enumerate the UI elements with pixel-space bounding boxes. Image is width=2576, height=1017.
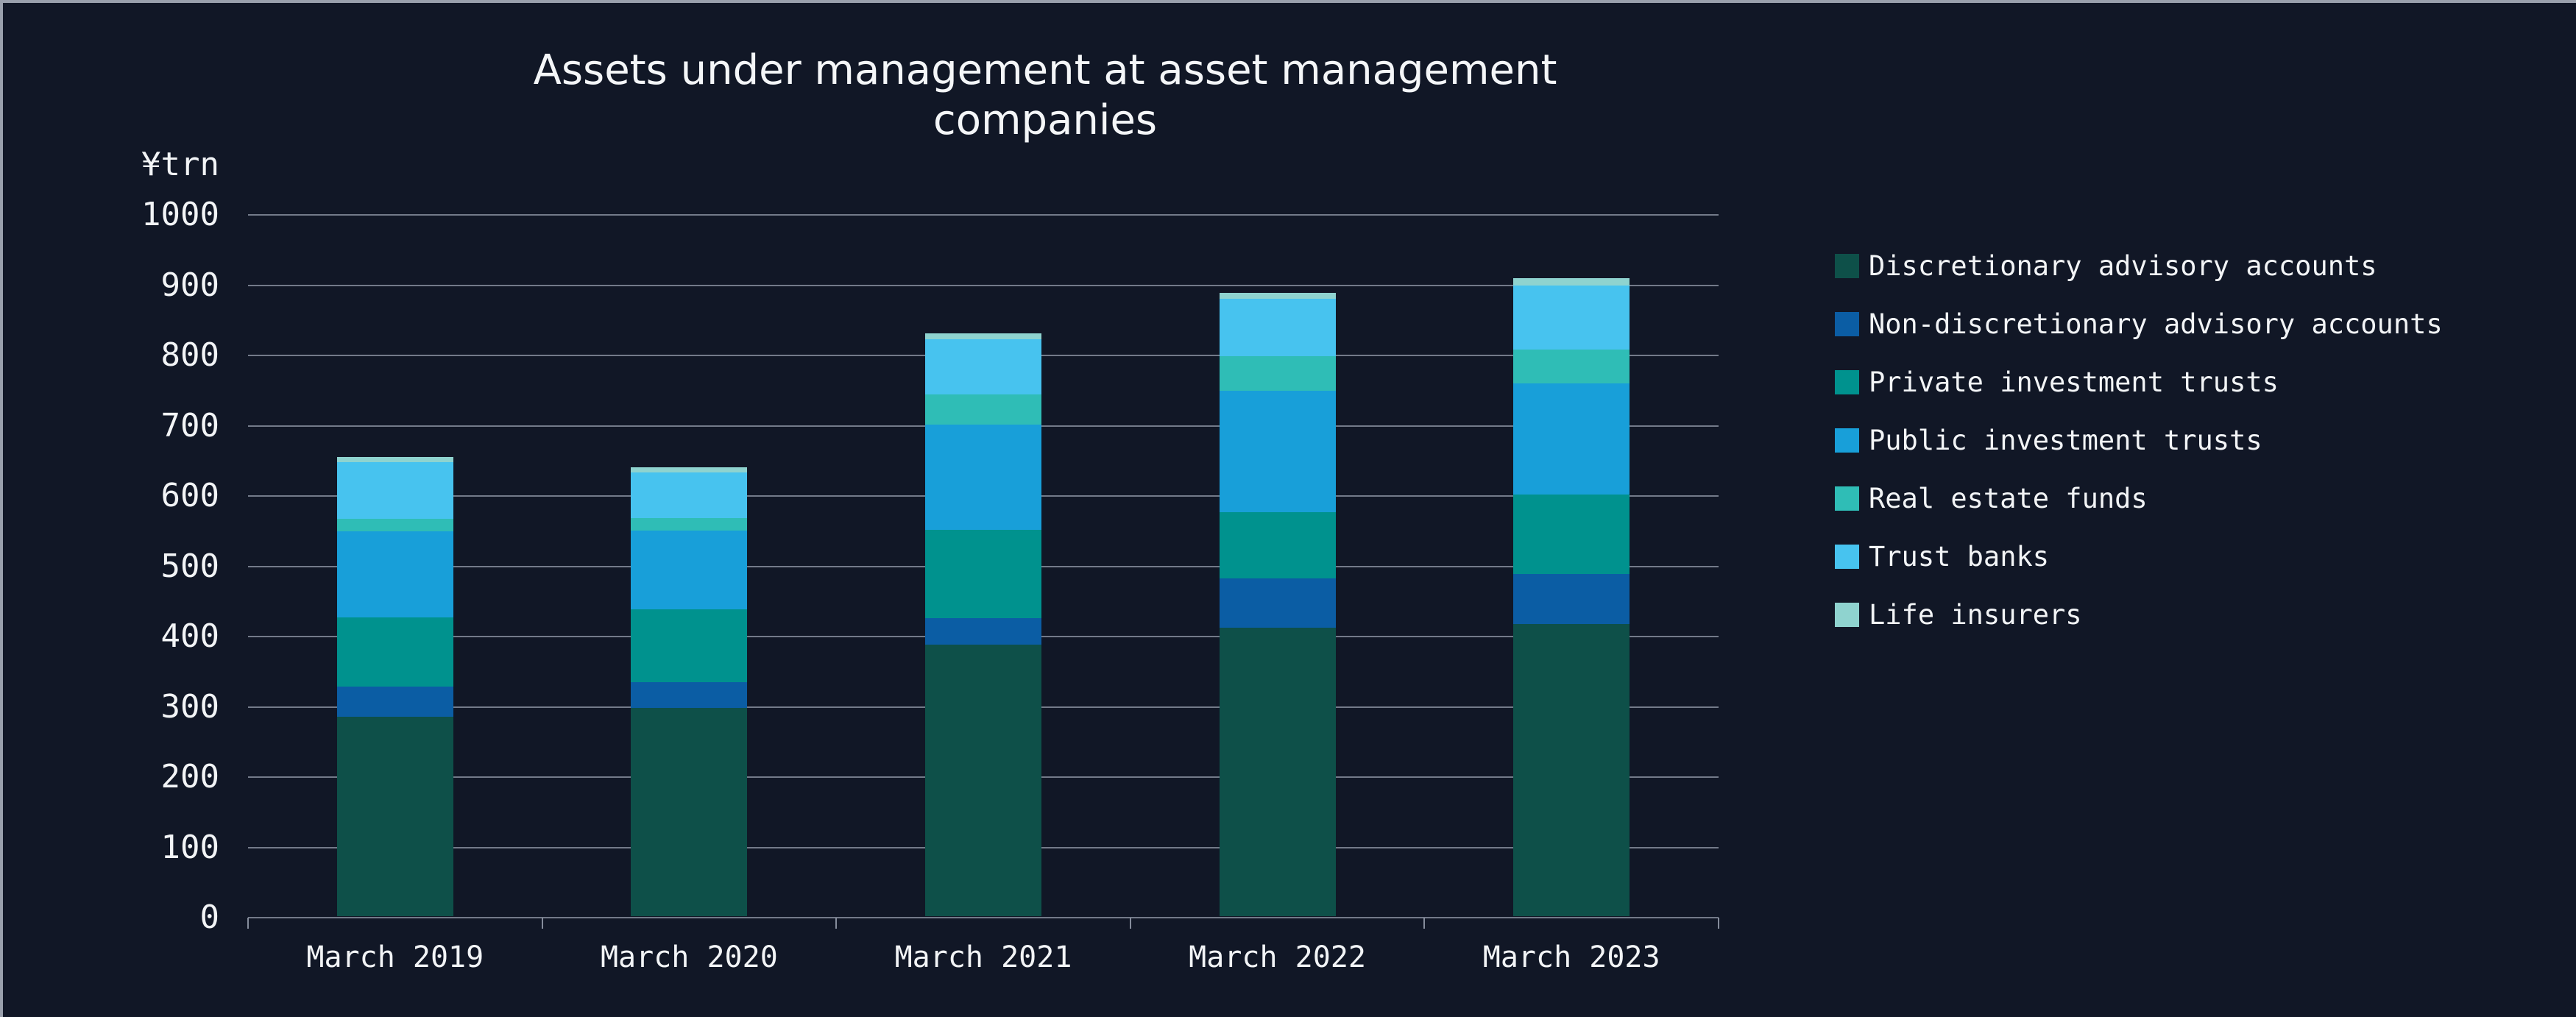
y-tick-label-500: 500 — [160, 547, 219, 585]
bar-segment-private-investment-trusts — [631, 609, 748, 682]
x-tick-label-march-2020: March 2020 — [600, 940, 778, 974]
bar-segment-trust-banks — [336, 462, 453, 520]
legend-label: Private investment trusts — [1869, 366, 2279, 398]
legend-item-real-estate-funds: Real estate funds — [1835, 482, 2443, 514]
bar-march-2019 — [336, 213, 453, 916]
x-axis-tick — [541, 918, 543, 929]
bar-segment-non-discretionary-advisory-accounts — [1219, 578, 1336, 628]
y-tick-label-0: 0 — [199, 899, 220, 936]
legend-label: Public investment trusts — [1869, 424, 2262, 456]
x-tick-label-march-2022: March 2022 — [1189, 940, 1366, 974]
bar-segment-trust-banks — [1513, 286, 1630, 350]
frame-top-border — [0, 0, 2576, 3]
bar-segment-real-estate-funds — [631, 518, 748, 531]
legend-swatch — [1835, 544, 1859, 569]
x-axis-tick — [247, 918, 249, 929]
bar-segment-discretionary-advisory-accounts — [1513, 623, 1630, 916]
gridline-0 — [248, 917, 1719, 918]
legend: Discretionary advisory accounts Non-discr… — [1835, 250, 2443, 631]
y-tick-label-700: 700 — [160, 406, 219, 444]
bar-segment-public-investment-trusts — [1219, 390, 1336, 512]
bar-segment-discretionary-advisory-accounts — [925, 645, 1041, 916]
bar-segment-public-investment-trusts — [1513, 383, 1630, 495]
plot-area — [247, 213, 1719, 929]
legend-swatch — [1835, 428, 1859, 453]
y-tick-label-900: 900 — [160, 266, 219, 304]
x-axis-tick — [835, 918, 838, 929]
bar-segment-non-discretionary-advisory-accounts — [631, 682, 748, 709]
bar-segment-discretionary-advisory-accounts — [336, 716, 453, 916]
bar-segment-non-discretionary-advisory-accounts — [336, 686, 453, 717]
chart-title: Assets under management at asset managem… — [533, 46, 1557, 145]
legend-item-discretionary-advisory-accounts: Discretionary advisory accounts — [1835, 250, 2443, 282]
bar-segment-non-discretionary-advisory-accounts — [1513, 573, 1630, 624]
legend-swatch — [1835, 253, 1859, 278]
bar-segment-private-investment-trusts — [1219, 511, 1336, 578]
y-tick-label-600: 600 — [160, 477, 219, 514]
bar-segment-life-insurers — [1513, 277, 1630, 286]
legend-item-public-investment-trusts: Public investment trusts — [1835, 424, 2443, 456]
x-axis-tick — [1718, 918, 1719, 929]
bar-segment-real-estate-funds — [1219, 355, 1336, 391]
legend-label: Life insurers — [1869, 598, 2082, 631]
legend-swatch — [1835, 369, 1859, 394]
bar-march-2021 — [925, 213, 1041, 916]
bar-segment-life-insurers — [925, 333, 1041, 339]
x-tick-label-march-2023: March 2023 — [1482, 940, 1660, 974]
bar-segment-discretionary-advisory-accounts — [631, 708, 748, 916]
bar-segment-real-estate-funds — [1513, 350, 1630, 384]
bar-segment-life-insurers — [336, 457, 453, 463]
legend-label: Discretionary advisory accounts — [1869, 249, 2377, 282]
bar-segment-trust-banks — [925, 339, 1041, 395]
legend-swatch — [1835, 602, 1859, 627]
bar-segment-life-insurers — [631, 467, 748, 473]
legend-item-private-investment-trusts: Private investment trusts — [1835, 366, 2443, 398]
bar-segment-real-estate-funds — [336, 519, 453, 531]
bar-segment-trust-banks — [631, 472, 748, 519]
gridline-1000 — [248, 214, 1719, 216]
x-axis-tick — [1423, 918, 1426, 929]
y-tick-label-800: 800 — [160, 336, 219, 374]
y-tick-label-200: 200 — [160, 758, 219, 795]
legend-item-life-insurers: Life insurers — [1835, 599, 2443, 631]
bar-segment-private-investment-trusts — [1513, 495, 1630, 574]
x-tick-label-march-2021: March 2021 — [894, 940, 1072, 974]
legend-label: Non-discretionary advisory accounts — [1869, 308, 2443, 340]
bar-segment-public-investment-trusts — [631, 530, 748, 609]
y-axis-unit-label: ¥trn — [141, 146, 219, 183]
legend-item-non-discretionary-advisory-accounts: Non-discretionary advisory accounts — [1835, 308, 2443, 340]
legend-swatch — [1835, 311, 1859, 336]
legend-item-trust-banks: Trust banks — [1835, 541, 2443, 573]
x-tick-label-march-2019: March 2019 — [306, 940, 484, 974]
legend-label: Real estate funds — [1869, 482, 2148, 514]
frame-left-border — [0, 0, 3, 1017]
bar-segment-life-insurers — [1219, 292, 1336, 299]
legend-swatch — [1835, 486, 1859, 511]
bar-segment-private-investment-trusts — [336, 617, 453, 687]
legend-label: Trust banks — [1869, 540, 2050, 573]
bar-segment-real-estate-funds — [925, 394, 1041, 425]
bar-segment-public-investment-trusts — [925, 424, 1041, 530]
bar-segment-trust-banks — [1219, 298, 1336, 356]
bar-segment-private-investment-trusts — [925, 529, 1041, 619]
bar-march-2023 — [1513, 213, 1630, 916]
bar-march-2020 — [631, 213, 748, 916]
y-tick-label-100: 100 — [160, 828, 219, 866]
y-tick-label-400: 400 — [160, 617, 219, 655]
x-axis-tick — [1129, 918, 1131, 929]
bar-segment-public-investment-trusts — [336, 531, 453, 618]
bar-segment-non-discretionary-advisory-accounts — [925, 618, 1041, 645]
bar-segment-discretionary-advisory-accounts — [1219, 628, 1336, 916]
gridline-900 — [248, 284, 1719, 286]
y-tick-label-1000: 1000 — [141, 196, 219, 233]
y-tick-label-300: 300 — [160, 687, 219, 726]
bar-march-2022 — [1219, 213, 1336, 916]
